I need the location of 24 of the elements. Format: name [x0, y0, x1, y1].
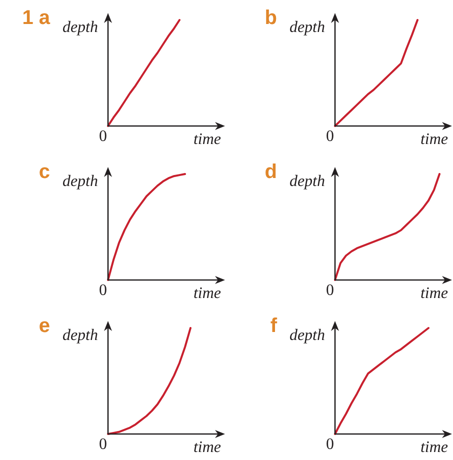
text: 0: [325, 282, 335, 299]
text: 0: [98, 436, 108, 453]
chart-title: c: [38, 161, 50, 183]
text: 0: [325, 128, 335, 145]
y-axis-title: depth: [62, 173, 98, 190]
text: 0: [98, 282, 108, 299]
y-axis-title: depth: [62, 19, 98, 36]
x-axis-title: time: [420, 285, 448, 302]
x-axis-title: time: [193, 439, 221, 456]
text: 0: [98, 128, 108, 145]
chart-title: f: [270, 315, 277, 337]
chart-title: b: [264, 7, 277, 29]
x-axis-title: time: [193, 131, 221, 148]
chart-title: d: [264, 161, 277, 183]
y-axis-title: depth: [289, 19, 325, 36]
text: 0: [325, 436, 335, 453]
y-axis-title: depth: [289, 327, 325, 344]
y-axis-title: depth: [289, 173, 325, 190]
chart-title: e: [38, 315, 50, 337]
x-axis-title: time: [193, 285, 221, 302]
y-axis-title: depth: [62, 327, 98, 344]
chart-title: 1 a: [22, 7, 50, 29]
x-axis-title: time: [420, 131, 448, 148]
x-axis-title: time: [420, 439, 448, 456]
